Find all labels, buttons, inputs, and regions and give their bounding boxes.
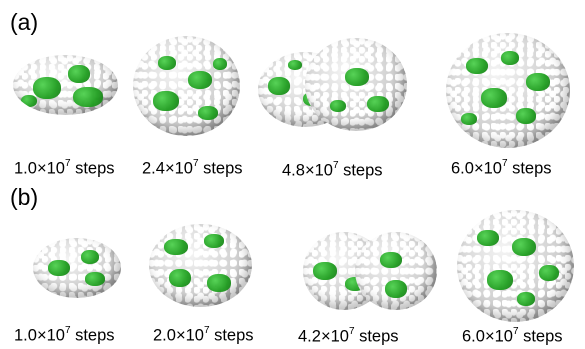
panel-a-label: (a) (10, 9, 39, 35)
cluster-b1 (33, 238, 121, 298)
cluster-b2 (149, 224, 252, 307)
cluster-a1 (13, 55, 118, 115)
caption-a4: 6.0×107 steps (451, 158, 552, 178)
caption-b4: 6.0×107 steps (462, 326, 563, 346)
cluster-a2 (133, 36, 240, 136)
panel-b-label: (b) (10, 184, 39, 210)
caption-b2: 2.0×107 steps (153, 325, 254, 345)
caption-b3: 4.2×107 steps (298, 326, 399, 346)
caption-b1: 1.0×107 steps (14, 325, 115, 345)
caption-a2: 2.4×107 steps (142, 158, 243, 178)
cluster-b3-right (355, 232, 437, 310)
cluster-a4 (446, 33, 570, 148)
caption-a1: 1.0×107 steps (14, 158, 115, 178)
cluster-b4 (457, 210, 574, 322)
caption-a3: 4.8×107 steps (282, 160, 383, 180)
cluster-a3-right (305, 38, 407, 131)
